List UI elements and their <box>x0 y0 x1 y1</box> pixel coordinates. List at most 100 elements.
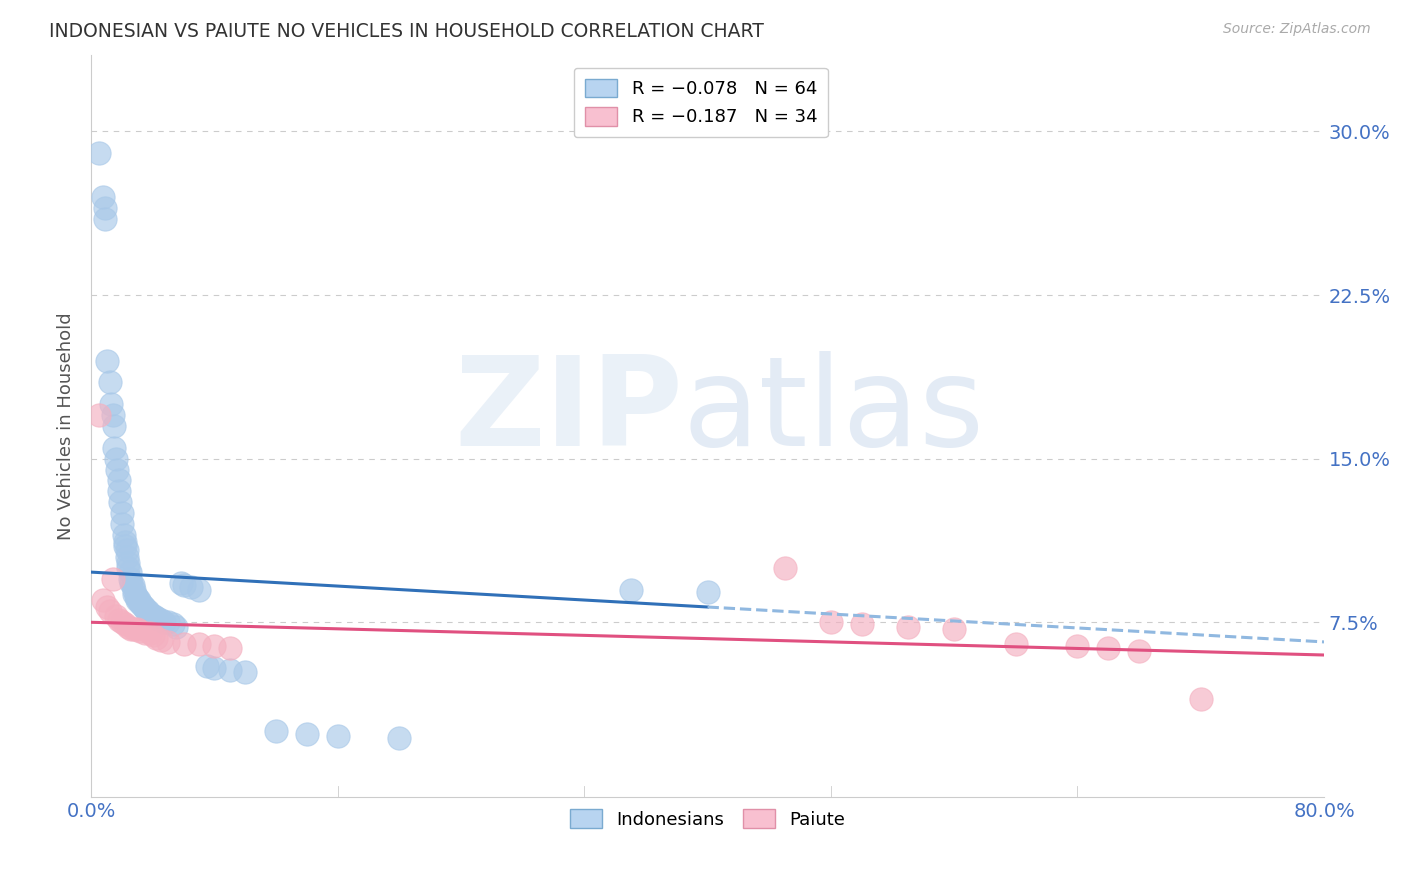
Point <box>93 593 115 607</box>
Y-axis label: No Vehicles in Household: No Vehicles in Household <box>58 312 75 540</box>
Point <box>108 613 131 627</box>
Point <box>897 620 920 634</box>
Point <box>117 557 139 571</box>
Point <box>98 604 121 618</box>
Point <box>188 637 211 651</box>
Point <box>100 397 122 411</box>
Text: ZIP: ZIP <box>454 351 683 472</box>
Point <box>129 624 152 638</box>
Point <box>108 474 131 488</box>
Point <box>149 632 172 647</box>
Point <box>118 572 141 586</box>
Point <box>120 576 142 591</box>
Point <box>173 637 195 651</box>
Point <box>104 608 127 623</box>
Point <box>104 451 127 466</box>
Point <box>233 665 256 680</box>
Point <box>118 565 141 579</box>
Point <box>132 600 155 615</box>
Point <box>105 462 128 476</box>
Point <box>218 663 240 677</box>
Point <box>98 376 121 390</box>
Point <box>157 615 180 630</box>
Point <box>93 190 115 204</box>
Text: INDONESIAN VS PAIUTE NO VEHICLES IN HOUSEHOLD CORRELATION CHART: INDONESIAN VS PAIUTE NO VEHICLES IN HOUS… <box>49 22 763 41</box>
Text: atlas: atlas <box>683 351 986 472</box>
Point <box>94 211 117 226</box>
Point <box>138 626 160 640</box>
Point <box>101 572 124 586</box>
Point <box>96 600 118 615</box>
Point <box>1128 643 1150 657</box>
Point <box>111 506 134 520</box>
Point <box>204 640 226 654</box>
Point <box>696 584 718 599</box>
Point <box>143 608 166 623</box>
Point <box>145 611 167 625</box>
Point <box>149 613 172 627</box>
Point <box>101 408 124 422</box>
Point <box>619 582 641 597</box>
Point <box>114 539 136 553</box>
Point <box>173 578 195 592</box>
Point <box>1004 637 1026 651</box>
Point <box>1189 691 1212 706</box>
Point <box>110 495 132 509</box>
Point <box>145 631 167 645</box>
Point <box>124 622 146 636</box>
Point <box>169 576 191 591</box>
Point <box>111 615 134 630</box>
Point <box>87 146 110 161</box>
Point <box>218 641 240 656</box>
Point <box>162 617 184 632</box>
Point <box>180 580 202 594</box>
Point <box>152 615 174 630</box>
Point <box>264 724 287 739</box>
Point <box>115 543 138 558</box>
Point <box>114 534 136 549</box>
Legend: Indonesians, Paiute: Indonesians, Paiute <box>562 802 852 836</box>
Point <box>1097 641 1119 656</box>
Point <box>195 659 218 673</box>
Point <box>125 589 148 603</box>
Point <box>103 419 125 434</box>
Point <box>120 622 142 636</box>
Point <box>117 620 139 634</box>
Point <box>115 549 138 564</box>
Point <box>135 604 157 618</box>
Point <box>128 593 150 607</box>
Point <box>127 591 149 606</box>
Point <box>773 560 796 574</box>
Point <box>136 604 159 618</box>
Point <box>124 582 146 597</box>
Point <box>94 201 117 215</box>
Point <box>165 620 187 634</box>
Point <box>117 560 139 574</box>
Point <box>96 353 118 368</box>
Point <box>127 622 149 636</box>
Point <box>157 635 180 649</box>
Point <box>131 598 153 612</box>
Point <box>127 593 149 607</box>
Point <box>121 578 143 592</box>
Point <box>142 628 165 642</box>
Point <box>851 617 873 632</box>
Point <box>87 408 110 422</box>
Point <box>134 602 156 616</box>
Point <box>138 607 160 621</box>
Point <box>388 731 411 745</box>
Point <box>188 582 211 597</box>
Point <box>114 617 136 632</box>
Point <box>326 729 349 743</box>
Point <box>129 596 152 610</box>
Point <box>146 611 169 625</box>
Point <box>124 587 146 601</box>
Point <box>204 661 226 675</box>
Point <box>943 622 966 636</box>
Point <box>820 615 842 630</box>
Point <box>134 626 156 640</box>
Point <box>103 441 125 455</box>
Point <box>1066 640 1088 654</box>
Point <box>142 608 165 623</box>
Point <box>112 528 135 542</box>
